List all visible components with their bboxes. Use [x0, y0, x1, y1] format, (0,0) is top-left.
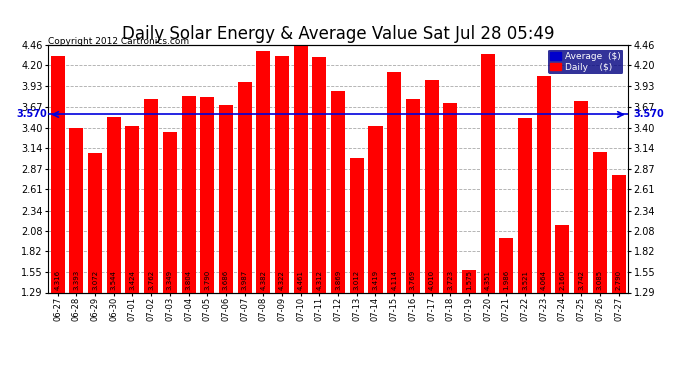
Title: Daily Solar Energy & Average Value Sat Jul 28 05:49: Daily Solar Energy & Average Value Sat J… — [122, 26, 554, 44]
Bar — [69, 128, 83, 292]
Bar — [237, 82, 252, 292]
Bar — [518, 118, 532, 292]
Text: 3.424: 3.424 — [130, 270, 135, 290]
Text: 4.316: 4.316 — [55, 270, 61, 290]
Bar — [256, 51, 270, 292]
Bar — [593, 152, 607, 292]
Bar — [611, 176, 626, 292]
Text: 3.570: 3.570 — [17, 110, 48, 120]
Text: 3.570: 3.570 — [633, 110, 664, 120]
Text: 1.575: 1.575 — [466, 270, 472, 290]
Bar — [443, 102, 457, 292]
Text: 1.986: 1.986 — [504, 270, 509, 290]
Text: 3.393: 3.393 — [73, 270, 79, 290]
Text: 3.723: 3.723 — [447, 270, 453, 290]
Bar — [88, 153, 102, 292]
Text: 3.349: 3.349 — [167, 270, 172, 290]
Text: 2.160: 2.160 — [560, 270, 566, 290]
Bar — [144, 99, 158, 292]
Text: 3.742: 3.742 — [578, 270, 584, 290]
Bar — [350, 158, 364, 292]
Text: 3.790: 3.790 — [204, 270, 210, 290]
Bar — [181, 96, 195, 292]
Text: 4.114: 4.114 — [391, 270, 397, 290]
Bar — [406, 99, 420, 292]
Text: 4.322: 4.322 — [279, 270, 285, 290]
Bar — [424, 80, 439, 292]
Text: Copyright 2012 Cartronics.com: Copyright 2012 Cartronics.com — [48, 38, 190, 46]
Bar — [331, 91, 345, 292]
Bar — [387, 72, 401, 292]
Text: 3.987: 3.987 — [241, 270, 248, 290]
Bar — [313, 57, 326, 292]
Text: 3.804: 3.804 — [186, 270, 192, 290]
Text: 3.085: 3.085 — [597, 270, 603, 290]
Bar — [275, 56, 289, 292]
Text: 4.351: 4.351 — [484, 270, 491, 290]
Bar — [163, 132, 177, 292]
Bar — [555, 225, 569, 292]
Bar — [500, 238, 513, 292]
Text: 4.064: 4.064 — [541, 270, 546, 290]
Bar — [294, 45, 308, 292]
Text: 3.869: 3.869 — [335, 270, 341, 290]
Text: 2.790: 2.790 — [615, 270, 622, 290]
Bar — [219, 105, 233, 292]
Bar — [462, 270, 476, 292]
Text: 3.012: 3.012 — [354, 270, 359, 290]
Text: 4.010: 4.010 — [428, 270, 435, 290]
Text: 3.544: 3.544 — [110, 270, 117, 290]
Text: 4.382: 4.382 — [260, 270, 266, 290]
Text: 3.072: 3.072 — [92, 270, 98, 290]
Text: 3.419: 3.419 — [373, 270, 379, 290]
Text: 3.762: 3.762 — [148, 270, 154, 290]
Text: 3.521: 3.521 — [522, 270, 528, 290]
Bar — [50, 56, 65, 292]
Bar — [107, 117, 121, 292]
Text: 4.461: 4.461 — [297, 270, 304, 290]
Legend: Average  ($), Daily    ($): Average ($), Daily ($) — [548, 50, 623, 74]
Text: 4.312: 4.312 — [317, 270, 322, 290]
Text: 3.686: 3.686 — [223, 270, 229, 290]
Bar — [537, 76, 551, 292]
Text: 3.769: 3.769 — [410, 270, 416, 290]
Bar — [126, 126, 139, 292]
Bar — [368, 126, 382, 292]
Bar — [574, 101, 588, 292]
Bar — [481, 54, 495, 292]
Bar — [200, 97, 214, 292]
